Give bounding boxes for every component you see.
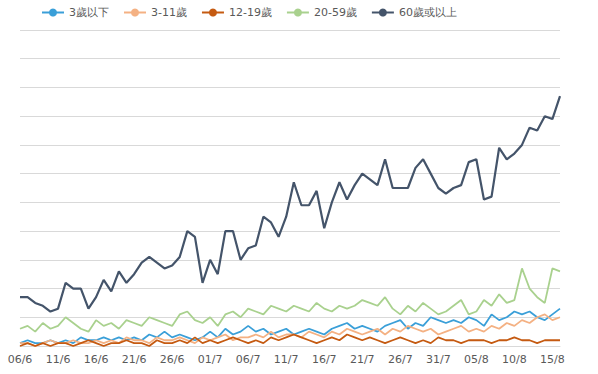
svg-text:06/7: 06/7 xyxy=(236,353,261,366)
svg-text:20-59歲: 20-59歲 xyxy=(314,6,357,19)
svg-text:15/8: 15/8 xyxy=(540,353,565,366)
svg-text:05/8: 05/8 xyxy=(464,353,489,366)
svg-text:10/8: 10/8 xyxy=(502,353,527,366)
svg-text:11/7: 11/7 xyxy=(274,353,299,366)
svg-text:16/7: 16/7 xyxy=(312,353,337,366)
svg-text:26/6: 26/6 xyxy=(160,353,185,366)
svg-text:3歲以下: 3歲以下 xyxy=(69,6,109,19)
svg-text:21/6: 21/6 xyxy=(122,353,147,366)
svg-text:11/6: 11/6 xyxy=(46,353,71,366)
svg-text:06/6: 06/6 xyxy=(8,353,33,366)
svg-text:21/7: 21/7 xyxy=(350,353,375,366)
svg-text:12-19歲: 12-19歲 xyxy=(229,6,272,19)
svg-text:3-11歲: 3-11歲 xyxy=(151,6,187,19)
svg-text:26/7: 26/7 xyxy=(388,353,413,366)
svg-text:16/6: 16/6 xyxy=(84,353,109,366)
svg-text:31/7: 31/7 xyxy=(426,353,451,366)
svg-text:01/7: 01/7 xyxy=(198,353,223,366)
svg-text:60歲或以上: 60歲或以上 xyxy=(399,6,457,19)
